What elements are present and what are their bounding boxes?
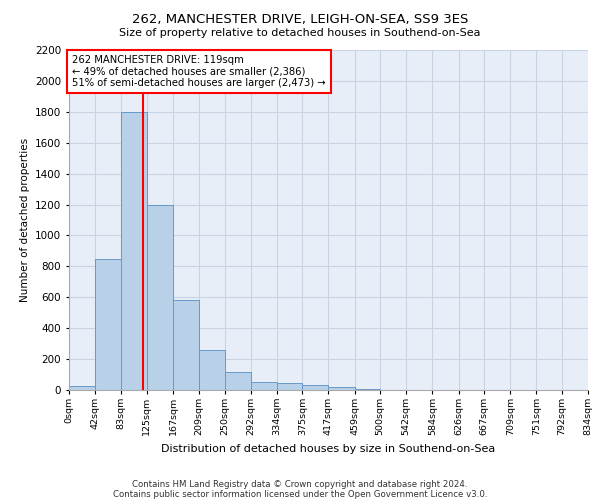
Bar: [302, 386, 329, 390]
Bar: [199, 350, 224, 390]
Bar: [69, 386, 95, 390]
Bar: [121, 112, 147, 390]
X-axis label: Distribution of detached houses by size in Southend-on-Sea: Distribution of detached houses by size …: [161, 444, 496, 454]
Bar: [355, 389, 380, 390]
Bar: [329, 387, 355, 390]
Bar: [251, 382, 277, 390]
Bar: [95, 258, 121, 390]
Bar: [277, 383, 302, 390]
Text: Contains public sector information licensed under the Open Government Licence v3: Contains public sector information licen…: [113, 490, 487, 499]
Bar: [173, 300, 199, 390]
Text: Size of property relative to detached houses in Southend-on-Sea: Size of property relative to detached ho…: [119, 28, 481, 38]
Bar: [224, 372, 251, 390]
Text: 262, MANCHESTER DRIVE, LEIGH-ON-SEA, SS9 3ES: 262, MANCHESTER DRIVE, LEIGH-ON-SEA, SS9…: [132, 12, 468, 26]
Text: 262 MANCHESTER DRIVE: 119sqm
← 49% of detached houses are smaller (2,386)
51% of: 262 MANCHESTER DRIVE: 119sqm ← 49% of de…: [72, 54, 326, 88]
Text: Contains HM Land Registry data © Crown copyright and database right 2024.: Contains HM Land Registry data © Crown c…: [132, 480, 468, 489]
Bar: [147, 204, 173, 390]
Y-axis label: Number of detached properties: Number of detached properties: [20, 138, 29, 302]
